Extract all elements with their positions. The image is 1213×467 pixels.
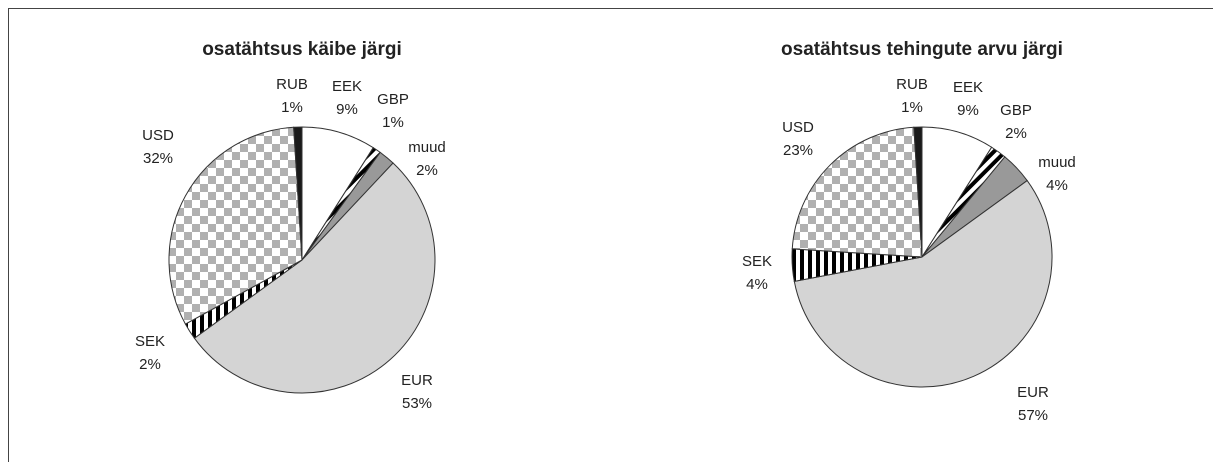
slice-value-label: 2% [1005, 125, 1027, 142]
slice-value-label: 2% [416, 162, 438, 179]
slice-value-label: 53% [402, 395, 432, 412]
slice-value-label: 23% [783, 142, 813, 159]
slice-label: USD [782, 119, 814, 136]
chart-title: osatähtsus käibe järgi [202, 39, 402, 60]
slice-value-label: 4% [1046, 177, 1068, 194]
slice-label: muud [408, 139, 446, 156]
slice-label: EEK [332, 78, 362, 95]
slice-value-label: 57% [1018, 407, 1048, 424]
slice-label: muud [1038, 154, 1076, 171]
slice-label: RUB [896, 76, 928, 93]
slice-label: SEK [742, 253, 772, 270]
slice-value-label: 1% [901, 99, 923, 116]
slice-value-label: 1% [382, 114, 404, 131]
slice-label: GBP [1000, 102, 1032, 119]
slice-value-label: 2% [139, 356, 161, 373]
slice-label: EUR [1017, 384, 1049, 401]
slice-value-label: 4% [746, 276, 768, 293]
slice-label: RUB [276, 76, 308, 93]
slice-value-label: 9% [957, 102, 979, 119]
slice-value-label: 9% [336, 101, 358, 118]
slice-label: SEK [135, 333, 165, 350]
slice-label: EEK [953, 79, 983, 96]
slice-label: EUR [401, 372, 433, 389]
slice-value-label: 1% [281, 99, 303, 116]
slice-label: GBP [377, 91, 409, 108]
slice-value-label: 32% [143, 150, 173, 167]
slice-label: USD [142, 127, 174, 144]
chart-title: osatähtsus tehingute arvu järgi [781, 39, 1063, 60]
